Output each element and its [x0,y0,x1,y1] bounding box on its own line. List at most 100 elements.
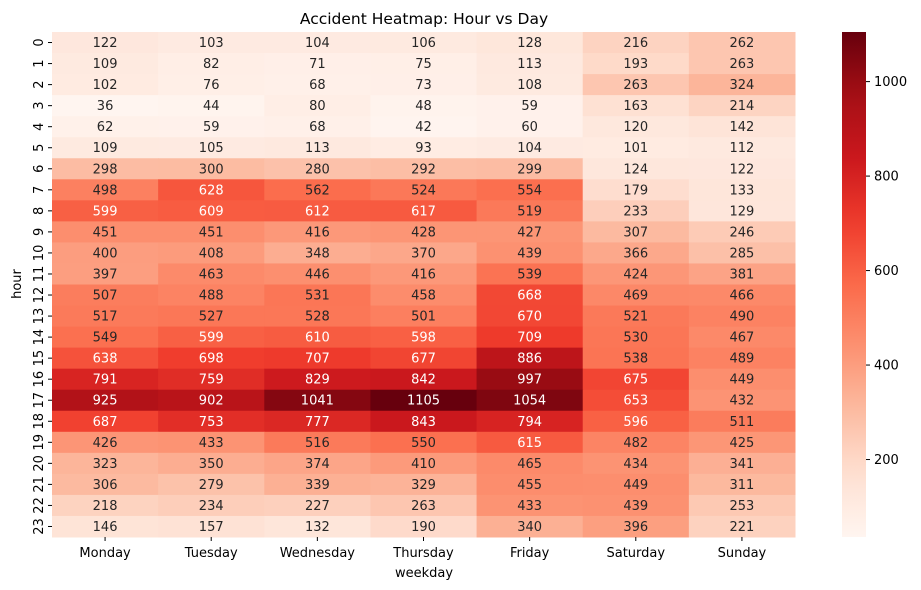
cell-value-label: 292 [411,162,436,177]
heatmap-cell [158,221,265,243]
cell-value-label: 670 [517,310,542,325]
heatmap-cell [264,263,371,285]
cell-value-label: 511 [730,415,755,430]
heatmap-cell [582,95,690,117]
cell-value-label: 233 [623,204,648,219]
heatmap-cell [264,452,371,475]
cell-value-label: 298 [93,162,118,177]
cell-value-label: 190 [411,520,436,535]
heatmap-cell [582,473,690,496]
cell-value-label: 527 [199,310,224,325]
heatmap-cell [158,179,265,201]
cell-value-label: 60 [521,120,538,135]
cell-value-label: 101 [623,141,648,156]
heatmap-cell [582,284,690,307]
cell-value-label: 628 [199,183,224,198]
heatmap-cell [264,389,371,412]
colorbar-tick-label: 600 [874,264,899,279]
y-tick-label: 0 [32,38,47,46]
heatmap-cell [688,158,796,180]
y-tick-label: 20 [32,455,47,472]
heatmap-cell [52,53,159,75]
cell-value-label: 73 [415,78,432,93]
heatmap-cell [582,137,690,159]
heatmap-cell [264,347,371,370]
heatmap-cell [476,284,584,307]
heatmap-cell [688,179,796,201]
cell-value-label: 439 [623,499,648,514]
heatmap-cell [158,368,265,391]
cell-value-label: 549 [93,331,118,346]
heatmap-cell [688,74,796,96]
heatmap-cell [582,53,690,75]
cell-value-label: 306 [93,478,118,493]
heatmap-cell [52,389,159,412]
x-tick-label: Thursday [392,546,454,561]
heatmap-cell [582,116,690,138]
heatmap-cell [476,179,584,201]
cell-value-label: 465 [517,457,542,472]
cell-value-label: 1041 [301,394,334,409]
cell-value-label: 610 [305,331,330,346]
cell-value-label: 157 [199,520,224,535]
x-tick-label: Monday [79,546,131,561]
heatmap-cell [370,515,478,538]
y-tick-label: 6 [32,165,47,173]
cell-value-label: 48 [415,99,432,114]
cell-value-label: 410 [411,457,436,472]
cell-value-label: 80 [309,99,326,114]
cell-value-label: 62 [97,120,114,135]
heatmap-cell [370,116,478,138]
cell-value-label: 120 [623,120,648,135]
heatmap-cell [52,305,159,328]
cell-value-label: 482 [623,436,648,451]
x-tick-label: Saturday [606,546,665,561]
cell-value-label: 842 [411,373,436,388]
y-tick-label: 9 [32,228,47,236]
heatmap-cell [476,368,584,391]
cell-value-label: 528 [305,310,330,325]
heatmap-cell [264,74,371,96]
cell-value-label: 103 [199,36,224,51]
colorbar-tick-label: 800 [874,170,899,185]
cell-value-label: 638 [93,352,118,367]
heatmap-cell [370,389,478,412]
cell-value-label: 539 [517,267,542,282]
cell-value-label: 234 [199,499,224,514]
cell-value-label: 104 [517,141,542,156]
heatmap-cell [476,137,584,159]
colorbar-ticks: 200 400 600 800 1000 [866,75,907,468]
cell-value-label: 124 [623,162,648,177]
heatmap-cell [688,305,796,328]
heatmap-cell [370,410,478,433]
heatmap-cell [582,452,690,475]
heatmap-cell [476,431,584,454]
cell-value-label: 416 [305,225,330,240]
cell-value-label: 59 [203,120,220,135]
heatmap-cell [370,431,478,454]
cell-value-label: 886 [517,352,542,367]
cell-value-label: 668 [517,289,542,304]
cell-value-label: 133 [730,183,755,198]
cell-value-label: 396 [623,520,648,535]
heatmap-cell [52,179,159,201]
heatmap-cell [476,389,584,412]
colorbar-tick-label: 200 [874,453,899,468]
heatmap-cell [158,137,265,159]
heatmap-cell [52,473,159,496]
heatmap-cell [476,410,584,433]
heatmap-cell [264,326,371,349]
cell-value-label: 530 [623,331,648,346]
cell-value-label: 370 [411,246,436,261]
cell-value-label: 341 [730,457,755,472]
heatmap-cell [264,305,371,328]
cell-value-label: 253 [730,499,755,514]
heatmap-cell [476,242,584,264]
heatmap-cell [582,242,690,264]
heatmap-cell [264,221,371,243]
heatmap-cell [476,95,584,117]
heatmap-cell [688,494,796,517]
cell-value-label: 759 [199,373,224,388]
cell-value-label: 653 [623,394,648,409]
